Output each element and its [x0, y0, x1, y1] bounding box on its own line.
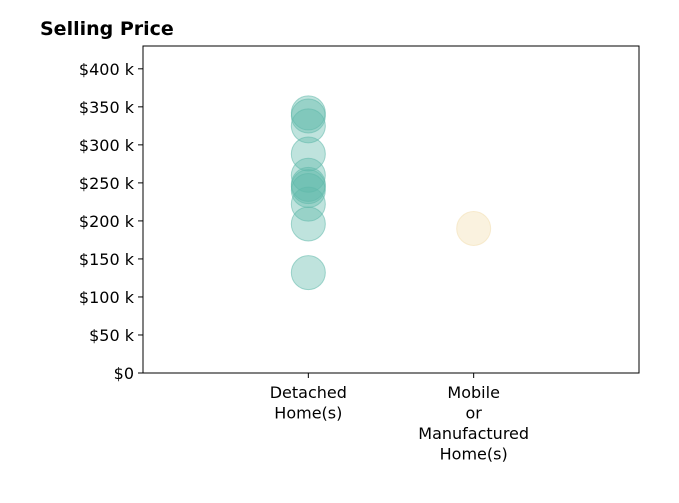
data-point	[290, 98, 326, 134]
data-point	[290, 108, 326, 144]
x-category-label-line: or	[465, 404, 482, 423]
x-category-label-line: Home(s)	[274, 404, 342, 423]
data-point	[290, 186, 326, 222]
plot-area-frame	[142, 45, 640, 374]
x-category-label: Detached Home(s)	[270, 383, 347, 423]
y-tick-label: $150 k	[79, 250, 135, 269]
data-point	[290, 255, 326, 291]
data-point	[456, 211, 492, 247]
y-tick-label: $400 k	[79, 60, 135, 79]
x-category-label: Mobile or Manufactured Home(s)	[418, 383, 529, 464]
chart-title: Selling Price	[40, 18, 174, 40]
data-points	[290, 95, 492, 291]
x-category-label-line: Detached	[270, 383, 347, 402]
y-tick-label: $0	[114, 364, 134, 383]
y-tick-label: $350 k	[79, 98, 135, 117]
data-point	[290, 206, 326, 242]
y-axis: $0 $50 k $100 k $150 k $200 k $250 k $300 k $35…	[79, 60, 143, 383]
x-axis: Detached Home(s) Mobile or Manufactured Home(…	[270, 373, 529, 464]
data-point	[290, 157, 326, 193]
y-tick-label: $300 k	[79, 136, 135, 155]
x-category-label-line: Home(s)	[440, 445, 508, 464]
y-tick-label: $100 k	[79, 288, 135, 307]
y-tick-label: $250 k	[79, 174, 135, 193]
x-category-label-line: Manufactured	[418, 424, 529, 443]
x-category-label-line: Mobile	[447, 383, 499, 402]
y-tick-label: $200 k	[79, 212, 135, 231]
data-point	[290, 172, 326, 208]
y-tick-label: $50 k	[89, 326, 135, 345]
data-point	[290, 136, 326, 172]
